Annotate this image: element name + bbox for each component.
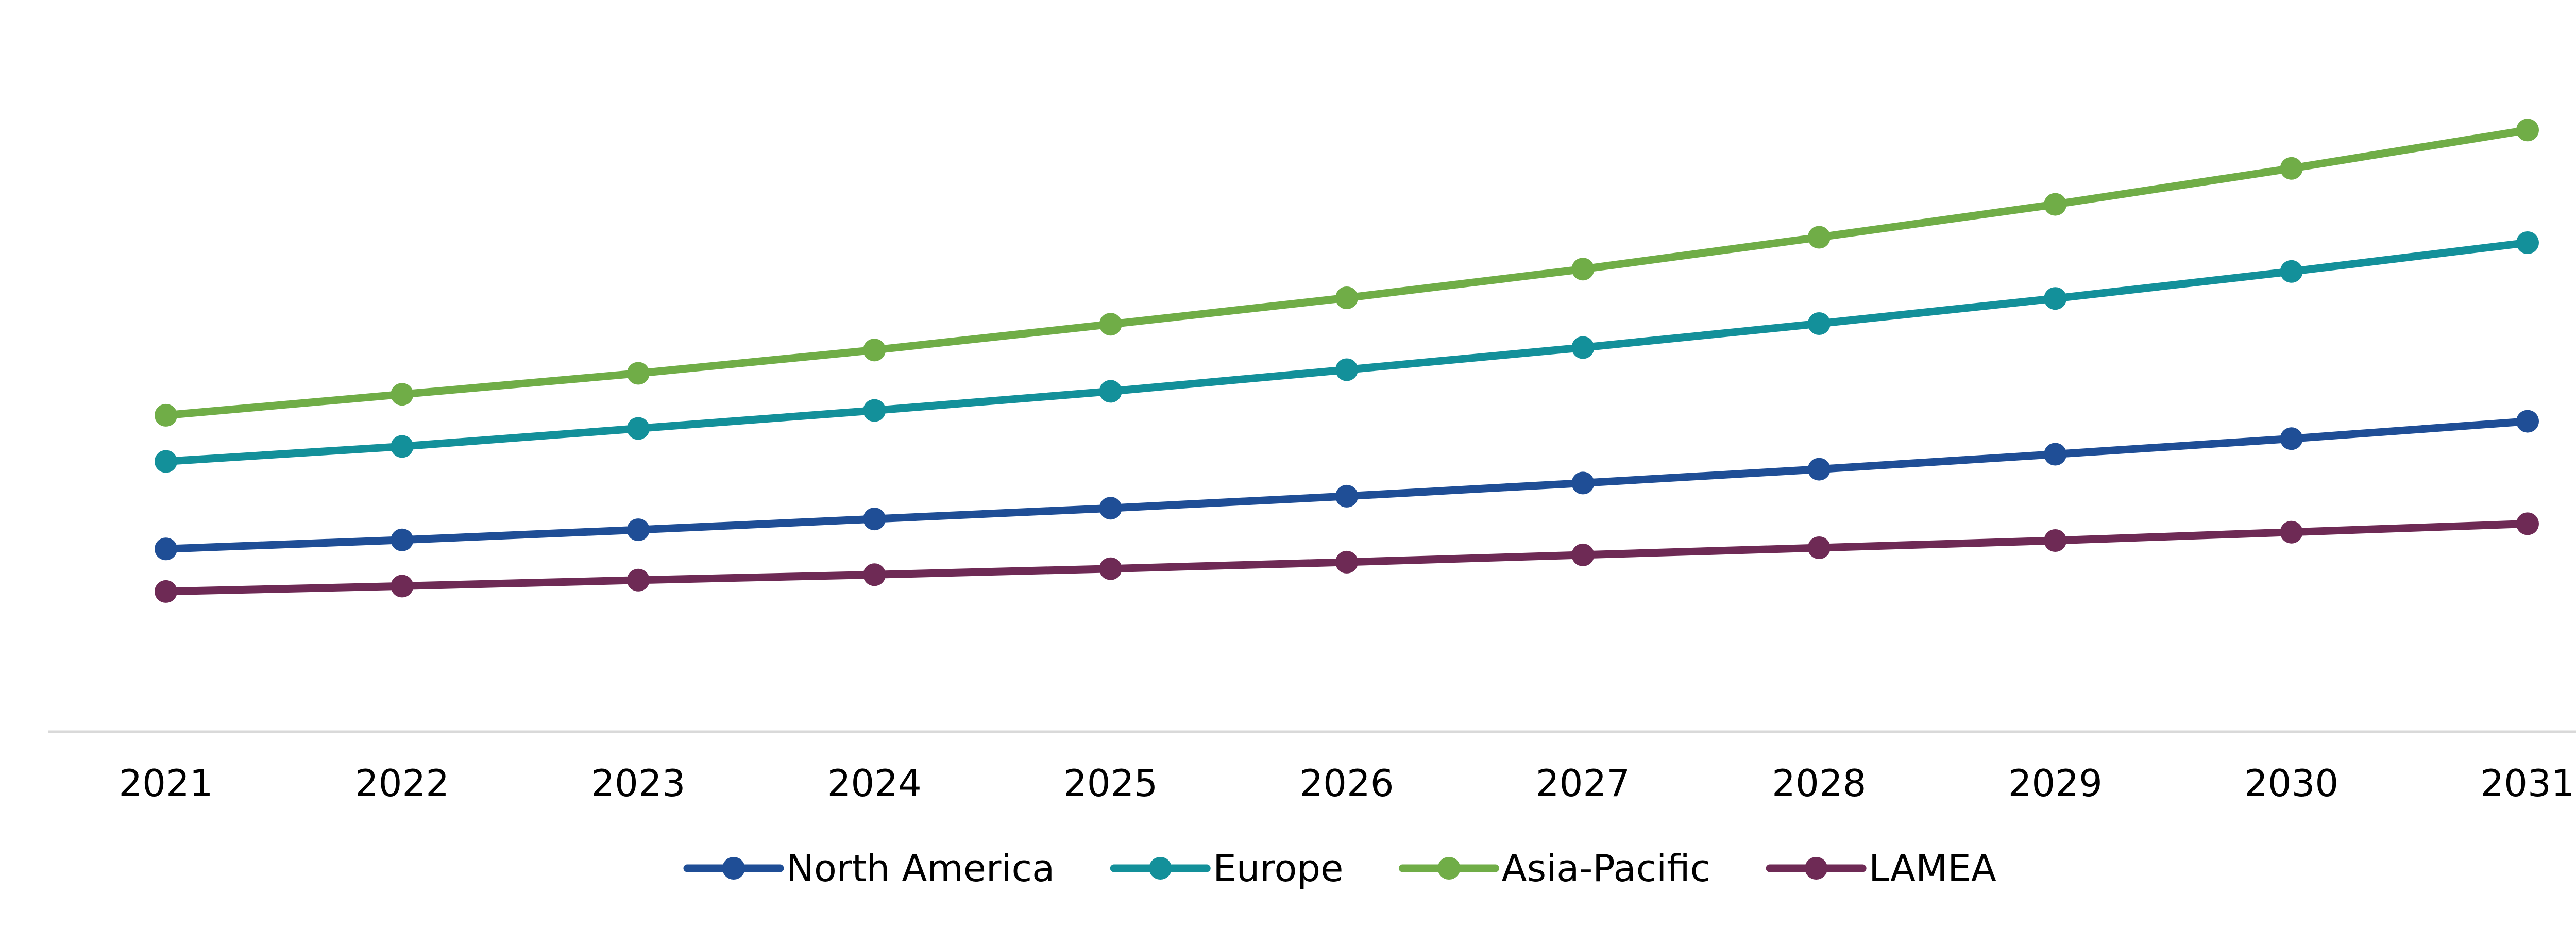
legend-label: LAMEA	[1869, 847, 1996, 890]
legend-label: Europe	[1213, 847, 1343, 890]
data-point	[626, 568, 650, 592]
data-point	[2516, 512, 2539, 535]
data-point	[391, 528, 414, 551]
data-point	[863, 399, 886, 422]
x-tick-label: 2024	[827, 762, 922, 805]
data-point	[155, 537, 177, 561]
data-point	[2280, 427, 2303, 450]
x-tick-label: 2023	[591, 762, 685, 805]
data-point	[863, 563, 886, 586]
legend-swatch-marker	[1805, 857, 1828, 880]
data-point	[2044, 529, 2067, 552]
x-tick-label: 2030	[2244, 762, 2338, 805]
data-point	[1099, 313, 1122, 336]
data-point	[155, 403, 177, 427]
legend: North America Europe Asia-Pacific LAMEA	[683, 847, 1996, 890]
data-point	[1335, 358, 1358, 381]
data-point	[626, 362, 650, 385]
series-layer	[155, 119, 2539, 603]
data-point	[2280, 520, 2303, 544]
data-point	[2516, 231, 2539, 254]
data-point	[1807, 536, 1831, 559]
data-point	[2280, 260, 2303, 283]
legend-label: Asia-Pacific	[1501, 847, 1710, 890]
data-point	[155, 450, 177, 473]
x-tick-label: 2031	[2480, 762, 2574, 805]
data-point	[155, 580, 177, 603]
x-tick-label: 2025	[1063, 762, 1158, 805]
x-axis-tick-labels: 2021 2022 2023 2024 2025 2026 2027 2028 2029 2030…	[118, 762, 2574, 805]
data-point	[1571, 258, 1595, 281]
data-point	[863, 339, 886, 362]
x-tick-label: 2028	[1772, 762, 1866, 805]
legend-swatch-marker	[1149, 857, 1172, 880]
data-point	[2044, 193, 2067, 216]
legend-swatch-marker	[722, 857, 745, 880]
data-point	[1099, 380, 1122, 403]
data-point	[1571, 336, 1595, 359]
data-point	[1807, 312, 1831, 335]
data-point	[391, 575, 414, 598]
data-point	[1335, 550, 1358, 574]
data-point	[2280, 157, 2303, 180]
data-point	[2516, 410, 2539, 433]
data-point	[1099, 557, 1122, 580]
data-point	[1807, 226, 1831, 249]
data-point	[391, 383, 414, 406]
data-point	[391, 435, 414, 458]
data-point	[1807, 458, 1831, 481]
x-tick-label: 2029	[2008, 762, 2103, 805]
data-point	[2044, 443, 2067, 466]
x-tick-label: 2021	[118, 762, 213, 805]
data-point	[1571, 543, 1595, 566]
data-point	[2044, 287, 2067, 310]
data-point	[1335, 484, 1358, 508]
data-point	[626, 518, 650, 542]
data-point	[1335, 286, 1358, 309]
data-point	[1099, 497, 1122, 520]
data-point	[863, 508, 886, 531]
x-tick-label: 2027	[1536, 762, 1630, 805]
x-tick-label: 2026	[1299, 762, 1394, 805]
data-point	[626, 417, 650, 440]
data-point	[1571, 471, 1595, 495]
legend-label: North America	[786, 847, 1055, 890]
series-line-1	[162, 239, 2532, 465]
legend-swatch-marker	[1437, 857, 1461, 880]
x-tick-label: 2022	[355, 762, 449, 805]
data-point	[2516, 119, 2539, 142]
